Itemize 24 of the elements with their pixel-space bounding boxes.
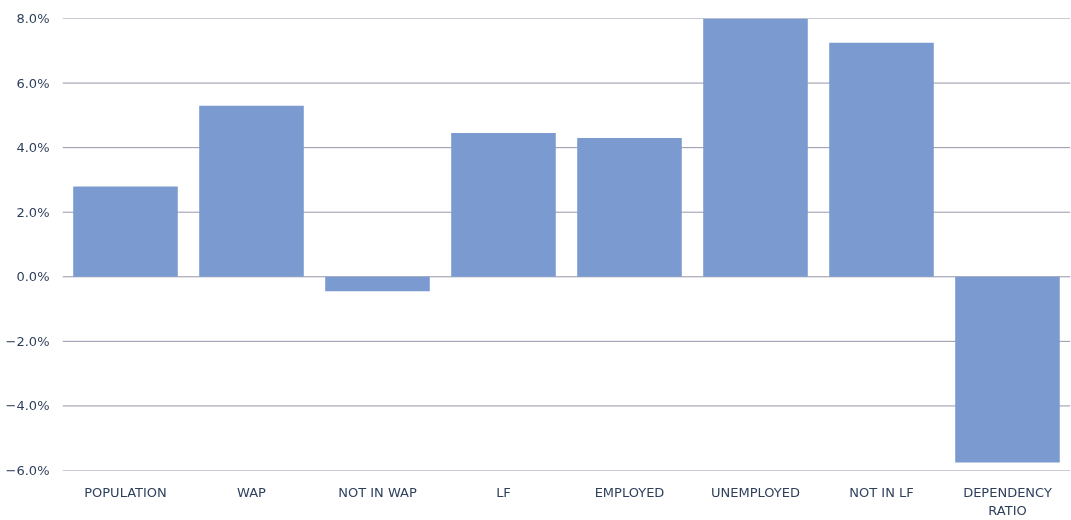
x-tick-label: WAP	[237, 484, 267, 500]
y-tick-label: −2.0%	[5, 333, 50, 349]
x-tick-label: NOT IN LF	[849, 484, 914, 500]
y-tick-label: −6.0%	[5, 463, 50, 478]
bar	[703, 18, 808, 277]
y-tick-label: 6.0%	[16, 75, 50, 91]
x-tick-label: LF	[496, 484, 511, 500]
bar	[829, 42, 934, 277]
x-tick-label: UNEMPLOYED	[711, 484, 800, 500]
y-tick-label: 0.0%	[16, 269, 50, 285]
bar	[955, 276, 1060, 463]
bar	[451, 133, 556, 277]
x-tick-label: EMPLOYED	[594, 484, 665, 500]
bar	[325, 276, 430, 292]
x-tick-label: NOT IN WAP	[338, 484, 417, 500]
x-tick-label: DEPENDENCY RATIO	[963, 484, 1052, 518]
y-tick-label: 4.0%	[16, 140, 50, 156]
y-tick-label: −4.0%	[5, 398, 50, 414]
y-tick-label: 8.0%	[16, 11, 50, 26]
x-tick-label: POPULATION	[84, 484, 167, 500]
bar	[577, 137, 682, 277]
y-tick-label: 2.0%	[16, 204, 50, 220]
bar	[73, 186, 178, 277]
bar	[199, 105, 304, 277]
